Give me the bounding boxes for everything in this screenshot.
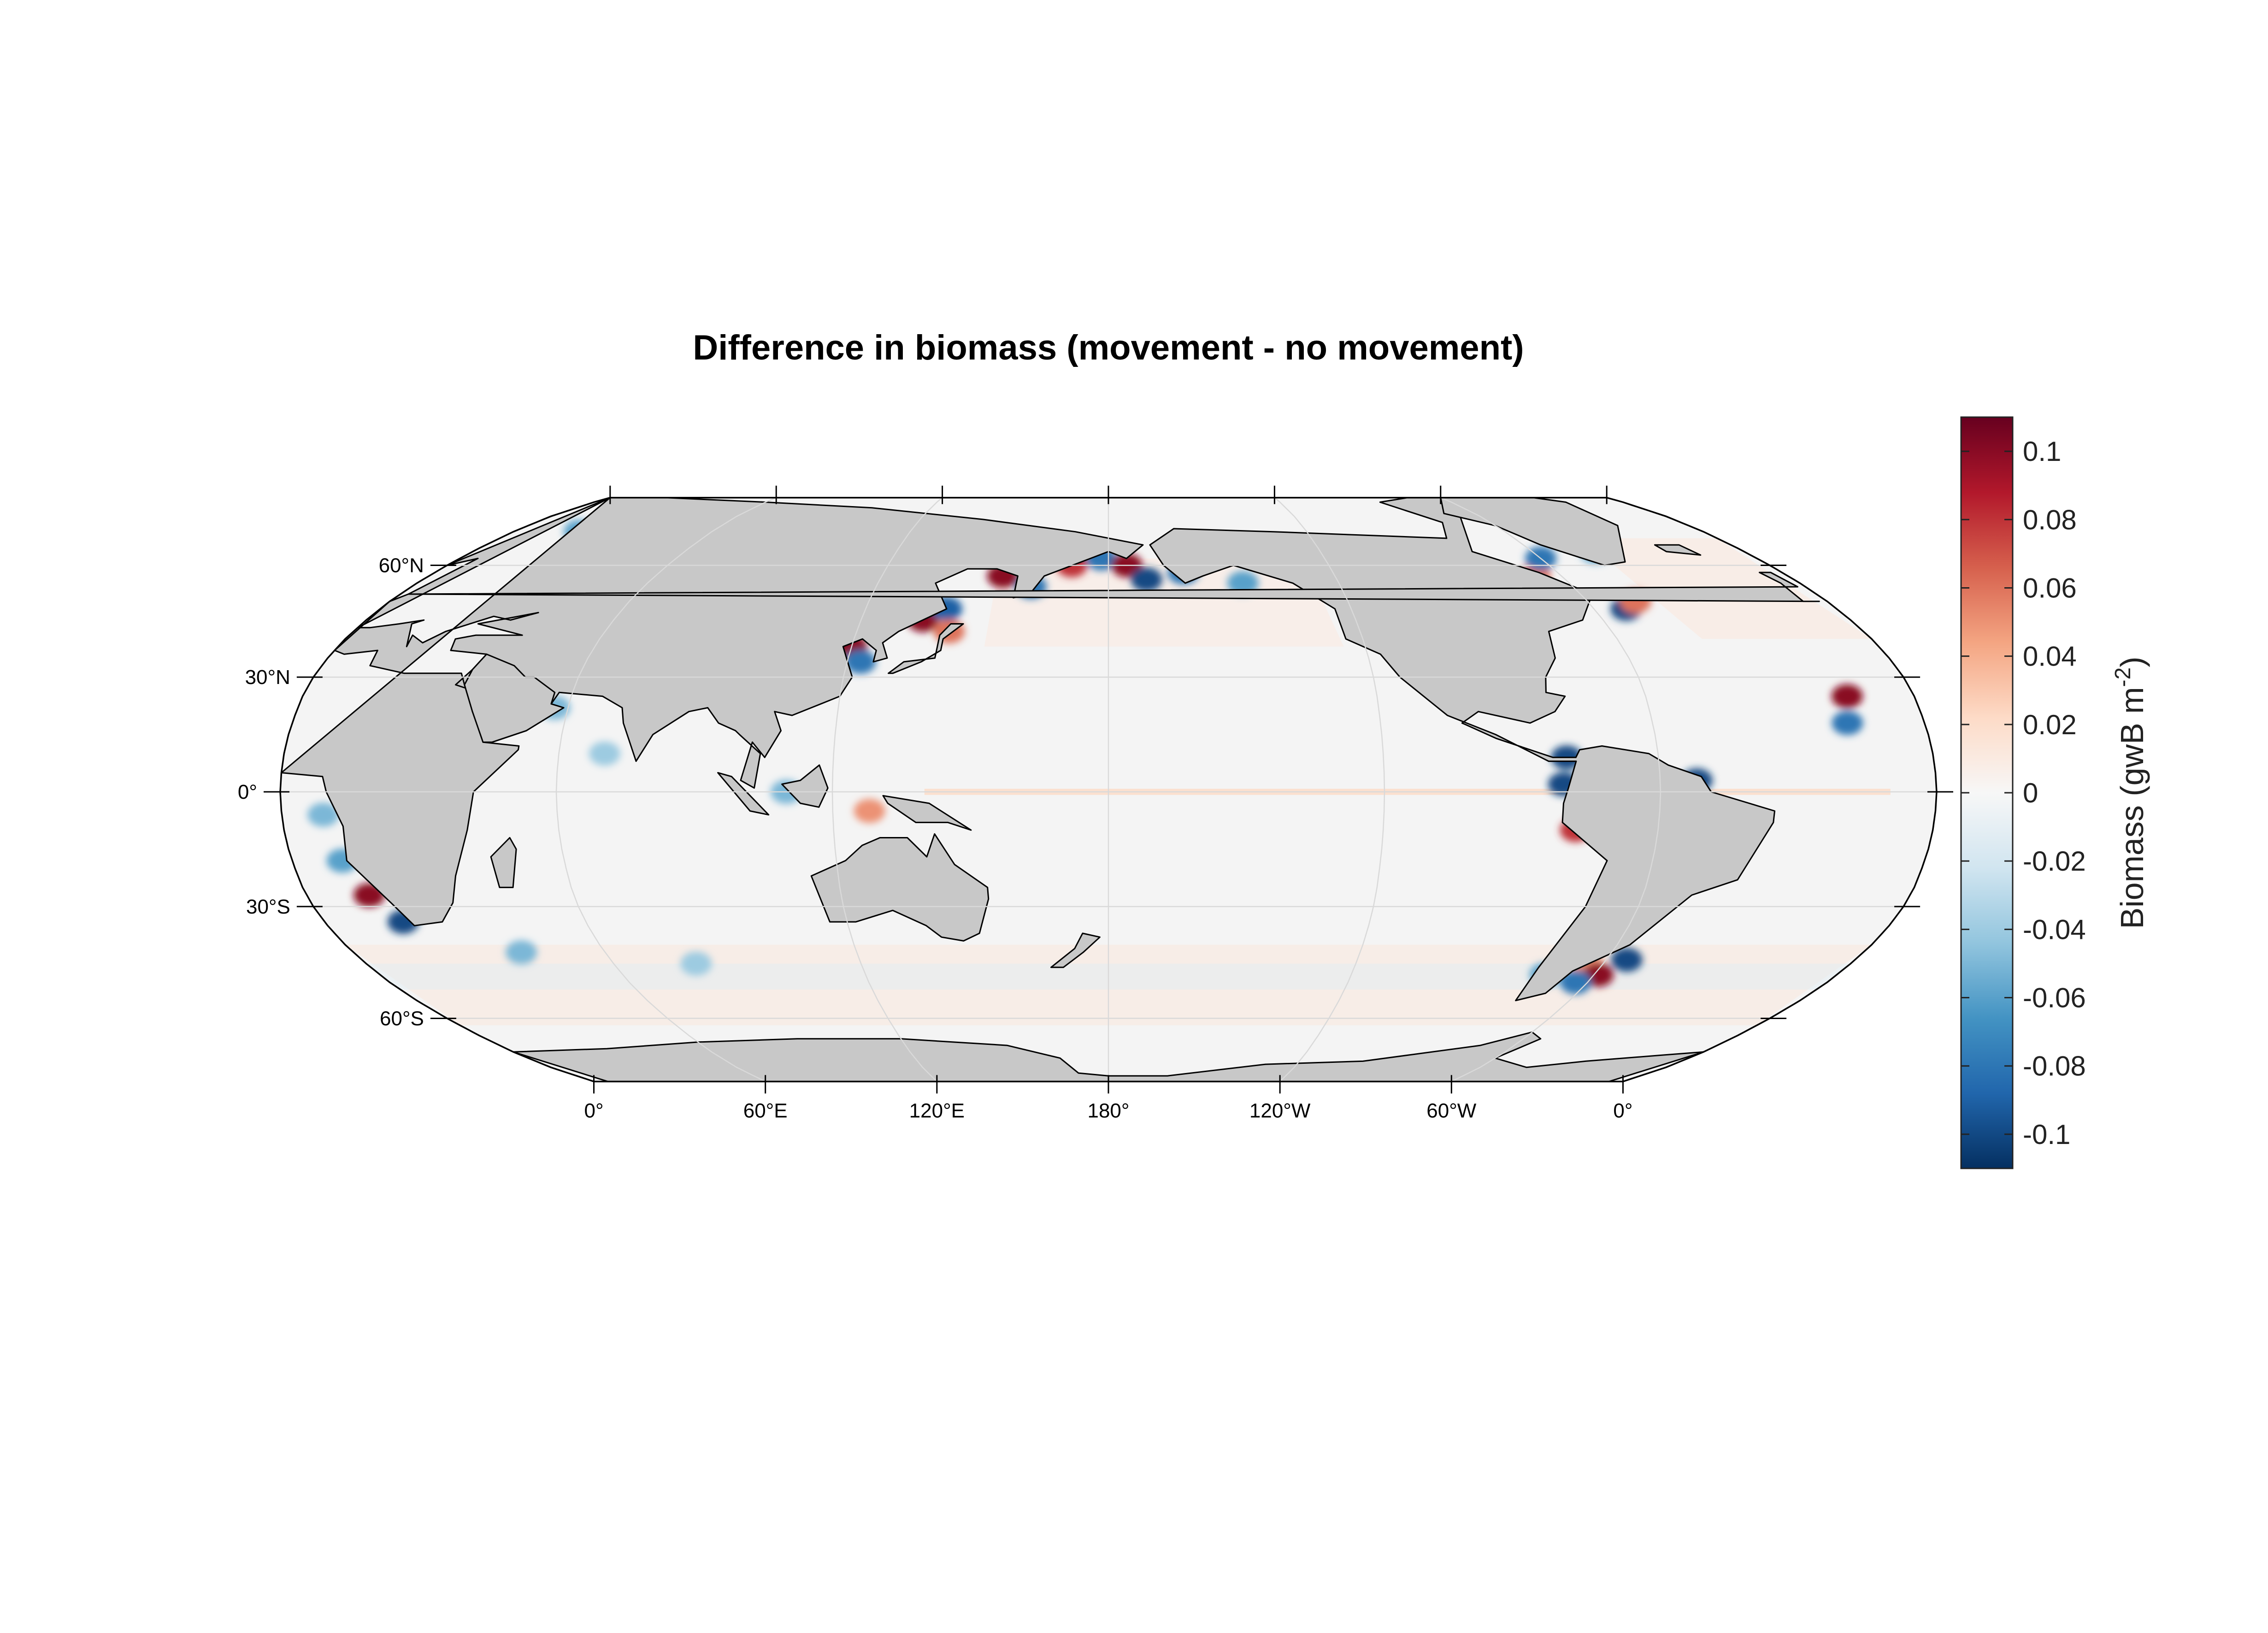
land-japan [888, 623, 964, 674]
lon-tick-label: 60°W [1426, 1099, 1477, 1122]
land-greenland [1440, 497, 1626, 566]
biomass-hotspot [1831, 684, 1863, 708]
land-uk [407, 572, 1820, 602]
land-antarctica [513, 1031, 1704, 1082]
meridian-line [831, 497, 943, 1082]
land-borneo [781, 764, 829, 808]
biomass-hotspot [1131, 567, 1162, 592]
colorbar-tick-label: 0.1 [2023, 436, 2061, 467]
land-afro-eurasia [281, 497, 1144, 926]
chart-title: Difference in biomass (movement - no mov… [693, 328, 1524, 367]
colorbar-tick-label: -0.08 [2023, 1051, 2086, 1082]
land-nz [1050, 932, 1101, 968]
land-sumatra [717, 772, 770, 816]
biomass-hotspot [1832, 711, 1863, 735]
land-middle-east-arabia [464, 653, 565, 743]
colorbar-label: Biomass (gwB m-2) [2111, 656, 2150, 929]
lat-tick-label: 60°S [380, 1007, 424, 1030]
lon-tick-label: 0° [1613, 1099, 1632, 1122]
colorbar-tick-label: -0.06 [2023, 983, 2086, 1014]
meridian-line [1274, 497, 1385, 1082]
meridian-line [1440, 497, 1661, 1082]
biomass-hotspot [1560, 970, 1591, 995]
colorbar-tick-label: 0.04 [2023, 641, 2077, 672]
land-americas [1149, 497, 1776, 1002]
biomass-hotspot [854, 799, 885, 823]
colorbar-tick-label: 0.06 [2023, 572, 2077, 603]
biomass-hotspot [307, 802, 339, 827]
lat-tick-label: 60°N [379, 554, 424, 577]
land-australia [810, 833, 990, 942]
meridian-line [555, 497, 777, 1082]
colorbar-tick-label: 0 [2023, 778, 2038, 808]
land-masses [281, 497, 1820, 1082]
colorbar-tick-label: -0.02 [2023, 846, 2086, 877]
lon-tick-label: 60°E [743, 1099, 788, 1122]
colorbar-tick-label: -0.1 [2023, 1119, 2070, 1150]
lat-tick-label: 30°N [245, 666, 290, 689]
colorbar-tick-label: -0.04 [2023, 914, 2086, 945]
lon-tick-label: 120°E [909, 1099, 965, 1122]
land-new-guinea [882, 795, 972, 831]
lon-tick-label: 120°W [1249, 1099, 1311, 1122]
map-ticks: 60°N 30°N 0° 30°S 60°S 0° 60°E 120°E 180° 120°W 60… [238, 485, 1953, 1122]
world-map: 60°N 30°N 0° 30°S 60°S 0° 60°E 120°E 180° 120°W 60… [238, 485, 1953, 1122]
colorbar: 0.1 0.08 0.06 0.04 0.02 0 -0.02 -0.04 -0.06 -0.08… [1960, 416, 2150, 1169]
land-iceland [1654, 544, 1702, 556]
land-madagascar [490, 837, 517, 888]
lon-tick-label: 0° [584, 1099, 603, 1122]
biomass-hotspot [1611, 948, 1643, 972]
biomass-hotspot [589, 742, 620, 766]
biomass-hotspot [680, 951, 712, 976]
lat-tick-label: 0° [238, 781, 257, 803]
biomass-hotspot [844, 649, 876, 674]
colorbar-ticks: 0.1 0.08 0.06 0.04 0.02 0 -0.02 -0.04 -0.06 -0.08… [1961, 436, 2086, 1150]
lat-tick-label: 30°S [246, 896, 290, 918]
biomass-hotspot [506, 940, 537, 965]
colorbar-tick-label: 0.02 [2023, 709, 2077, 740]
colorbar-gradient [1960, 416, 2014, 1169]
colorbar-tick-label: 0.08 [2023, 504, 2077, 535]
lon-tick-label: 180° [1087, 1099, 1129, 1122]
